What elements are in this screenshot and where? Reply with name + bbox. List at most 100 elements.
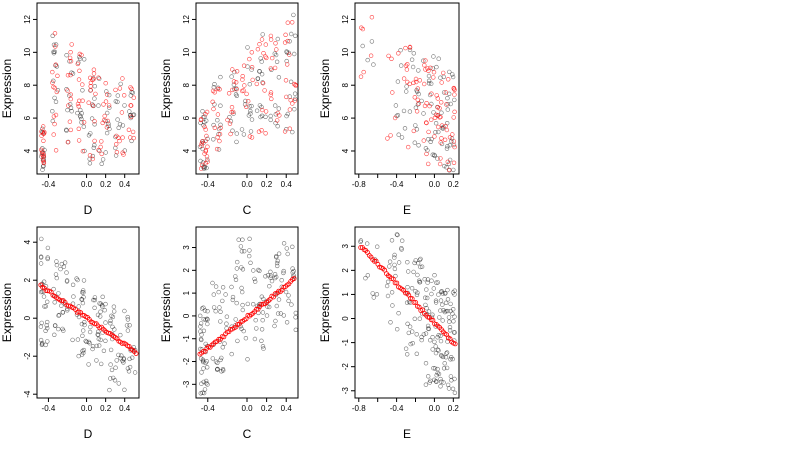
data-point-black (71, 294, 76, 299)
data-point-black (439, 141, 445, 147)
data-point-black (436, 348, 441, 353)
data-point-black (292, 51, 297, 57)
data-point-black (413, 123, 418, 128)
data-point-black (39, 340, 45, 346)
data-point-black (435, 347, 440, 352)
data-point-red (242, 83, 247, 88)
data-point-red (114, 150, 120, 155)
data-point-red (40, 124, 46, 129)
data-point-red (249, 50, 255, 55)
data-point-black (257, 103, 263, 108)
data-point-red (255, 46, 261, 52)
data-point-black (64, 52, 69, 58)
data-point-red (121, 93, 127, 98)
data-point-red (212, 125, 218, 131)
data-point-black (132, 370, 138, 375)
data-point-black (218, 74, 223, 80)
data-point-black (215, 117, 220, 123)
data-point-black (394, 232, 400, 237)
data-point-black (435, 370, 440, 376)
fitted-point (430, 317, 436, 323)
data-point-black (45, 256, 50, 262)
data-point-black (98, 337, 103, 343)
data-point-black (42, 304, 47, 309)
data-point-black (374, 292, 380, 297)
data-point-red (444, 102, 449, 107)
data-point-red (368, 53, 374, 58)
data-point-red (231, 79, 237, 84)
data-point-black (69, 70, 74, 75)
data-point-black (224, 314, 230, 319)
data-point-black (441, 380, 446, 385)
data-point-red (293, 83, 298, 88)
data-point-black (59, 303, 64, 308)
data-point-black (199, 370, 204, 375)
x-tick-label: -0.4 (201, 180, 215, 189)
data-point-black (205, 309, 210, 314)
data-point-black (428, 338, 433, 343)
x-tick-label: 0.0 (81, 404, 93, 413)
data-point-red (445, 159, 450, 165)
data-point-black (103, 150, 108, 155)
chart-panel-4: -0.4 0.0 0.2 0.4 -4 -2 0 2 4 D Expression (0, 226, 140, 441)
data-point-red (39, 133, 44, 138)
data-point-black (409, 286, 415, 291)
data-point-black (384, 283, 390, 289)
data-point-black (442, 163, 447, 169)
data-point-red (210, 99, 215, 105)
data-point-black (100, 157, 106, 162)
data-point-black (233, 274, 238, 279)
data-point-black (272, 51, 277, 56)
data-point-red (361, 69, 366, 75)
data-point-black (423, 361, 429, 366)
data-point-red (203, 161, 208, 166)
data-point-black (425, 277, 431, 282)
data-point-black (440, 318, 445, 323)
data-point-red (412, 95, 417, 100)
data-point-red (68, 96, 74, 102)
data-point-black (433, 350, 439, 356)
data-point-black (415, 102, 421, 107)
data-point-black (290, 270, 295, 275)
data-point-red (203, 127, 208, 132)
data-point-black (253, 318, 258, 323)
data-point-red (405, 62, 410, 67)
data-point-red (42, 129, 47, 135)
data-point-red (431, 75, 436, 80)
fitted-point (394, 280, 400, 286)
data-point-red (407, 81, 412, 87)
data-point-black (451, 167, 456, 173)
data-point-black (56, 291, 61, 296)
x-tick-label: -0.4 (390, 404, 404, 413)
data-point-black (415, 272, 420, 278)
data-point-black (412, 260, 417, 266)
data-point-black (432, 339, 437, 345)
chart-panel-5: -0.4 0.0 0.2 0.4 -3 -2 -1 0 1 2 3 C Expression (159, 226, 299, 441)
x-axis-label: C (243, 203, 252, 217)
data-point-black (449, 355, 454, 360)
data-point-black (281, 268, 286, 274)
data-point-black (60, 310, 65, 315)
data-point-black (87, 329, 93, 335)
data-point-red (55, 73, 60, 79)
data-point-red (215, 86, 221, 92)
data-point-black (211, 122, 216, 128)
data-point-red (403, 45, 408, 51)
data-point-black (53, 99, 59, 105)
data-point-black (218, 103, 223, 108)
data-point-red (40, 149, 45, 154)
data-point-black (274, 274, 279, 280)
fitted-point (371, 258, 377, 264)
data-point-red (263, 131, 268, 136)
data-point-black (205, 382, 210, 387)
data-point-black (388, 320, 393, 325)
data-point-black (418, 264, 423, 270)
data-point-black (256, 267, 261, 273)
data-point-black (285, 111, 290, 117)
y-tick-label: 6 (23, 115, 32, 120)
data-point-black (252, 276, 257, 282)
data-point-red (452, 109, 457, 115)
y-tick-label: 10 (341, 47, 350, 56)
fitted-point (92, 321, 97, 327)
data-point-red (68, 127, 74, 133)
